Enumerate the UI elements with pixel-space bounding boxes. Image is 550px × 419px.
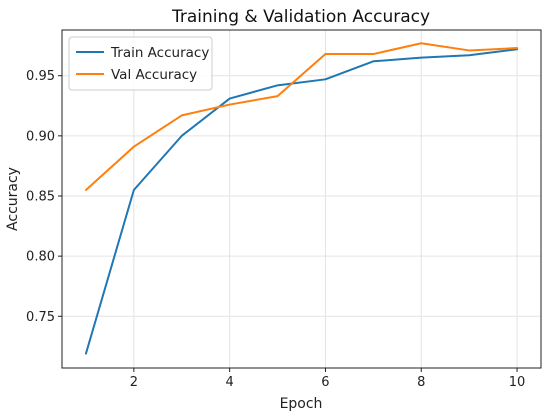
series-line-train-accuracy (84, 48, 519, 355)
x-tick-label: 10 (509, 375, 526, 390)
y-tick-label: 0.90 (26, 129, 55, 144)
legend-label: Val Accuracy (111, 67, 197, 83)
y-axis-label: Accuracy (5, 167, 21, 231)
legend-label: Train Accuracy (110, 45, 209, 61)
plot-frame (61, 29, 542, 369)
y-tick-label: 0.85 (26, 189, 55, 204)
legend-box (68, 36, 213, 91)
axis-ticks: 2 4 6 8 10 0.75 0.80 0.85 0.90 0.95 (26, 69, 525, 390)
x-axis-label: Epoch (280, 396, 323, 412)
x-tick-label: 4 (226, 375, 234, 390)
x-tick-label: 8 (417, 375, 425, 390)
x-tick-label: 2 (130, 375, 138, 390)
grid (62, 30, 541, 368)
legend: Train Accuracy Val Accuracy (68, 36, 213, 91)
y-tick-label: 0.75 (26, 310, 55, 325)
y-tick-label: 0.95 (26, 69, 55, 84)
y-tick-label: 0.80 (26, 250, 55, 265)
chart-title: Training & Validation Accuracy (171, 7, 430, 27)
x-tick-label: 6 (321, 375, 329, 390)
series-line-val-accuracy (84, 42, 519, 191)
series-lines (84, 42, 519, 355)
